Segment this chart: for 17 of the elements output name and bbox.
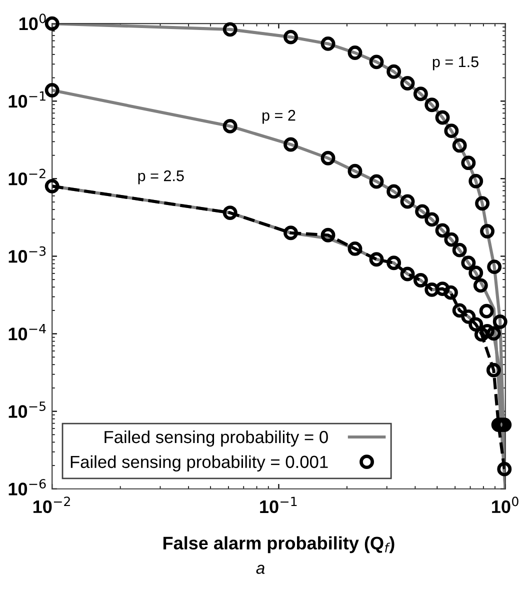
y-tick-label: 10$^{−1}$	[8, 91, 46, 108]
legend-label: Failed sensing probability = 0.001	[70, 455, 328, 472]
legend-label: Failed sensing probability = 0	[104, 430, 328, 447]
x-tick-label: 10$^{−1}$	[260, 496, 297, 514]
y-tick-label: 10$^{−4}$	[8, 324, 46, 340]
annotation: p = 1.5	[432, 56, 478, 70]
y-tick-label: 10$^{−3}$	[8, 246, 46, 263]
annotation: p = 2.5	[138, 170, 184, 184]
y-tick-label: 10$^{−2}$	[8, 168, 46, 186]
y-tick-label: 10$^{−6}$	[8, 478, 46, 496]
x-tick-label: 10$^{−2}$	[33, 496, 70, 514]
text: a	[256, 564, 265, 574]
annotation: p = 2	[262, 110, 296, 124]
x-axis-title: False alarm probability (Q$_{f}$)	[163, 536, 394, 554]
y-tick-label: 10$^{−5}$	[8, 402, 46, 418]
y-tick-label: 10$^{0}$	[19, 14, 46, 30]
x-tick-label: 10$^{0}$	[492, 496, 518, 514]
